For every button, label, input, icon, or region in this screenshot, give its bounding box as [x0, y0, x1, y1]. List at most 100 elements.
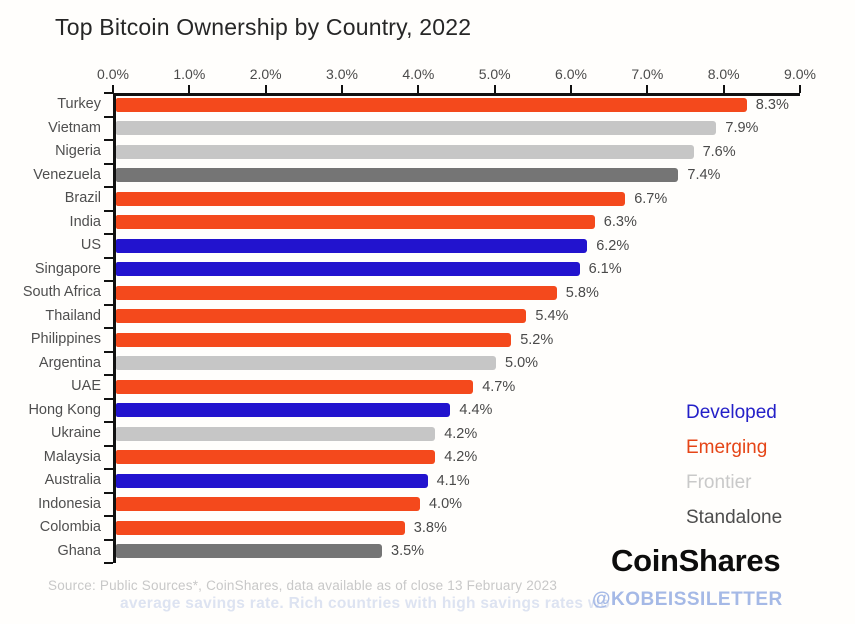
bar-row: 7.9% — [116, 117, 800, 141]
bar — [116, 191, 626, 206]
value-label: 5.4% — [535, 308, 569, 325]
y-tick-mark — [104, 92, 113, 94]
bar-row: 5.8% — [116, 281, 800, 305]
value-label: 4.2% — [444, 449, 478, 466]
y-tick-mark — [104, 115, 113, 118]
bar — [116, 168, 679, 183]
y-tick-mark — [104, 162, 113, 165]
legend-item-frontier: Frontier — [686, 472, 752, 493]
x-tick-mark — [341, 85, 343, 93]
coinshares-logo: CoinShares — [611, 543, 781, 578]
bar — [116, 403, 451, 418]
x-tick-mark — [493, 85, 496, 93]
bar-row: 4.2% — [116, 422, 800, 446]
category-label: UAE — [71, 378, 101, 394]
value-label: 8.3% — [755, 96, 789, 113]
value-label: 4.1% — [436, 472, 470, 489]
x-tick-mark — [570, 85, 572, 93]
bar — [116, 520, 405, 535]
bar — [116, 215, 595, 230]
x-tick-mark — [264, 85, 267, 93]
legend-item-developed: Developed — [686, 402, 777, 423]
category-label: Argentina — [38, 354, 101, 371]
bar-row: 6.3% — [116, 211, 800, 235]
y-tick-mark — [104, 491, 113, 494]
bar-row: 8.3% — [116, 93, 800, 117]
bar — [116, 262, 580, 277]
y-tick-mark — [104, 421, 113, 423]
twitter-handle: @KOBEISSILETTER — [592, 589, 783, 610]
category-label: Ghana — [57, 542, 101, 559]
value-label: 4.0% — [428, 496, 463, 513]
x-tick-label: 0.0% — [97, 66, 129, 82]
bar — [116, 121, 717, 136]
y-tick-mark — [104, 515, 113, 517]
bar-row: 7.6% — [116, 140, 800, 164]
x-tick-label: 8.0% — [707, 66, 740, 82]
bar-row: 4.7% — [116, 375, 800, 399]
x-tick-label: 5.0% — [478, 66, 511, 82]
category-label: Malaysia — [43, 448, 101, 465]
category-label: Colombia — [39, 519, 101, 535]
category-label: Nigeria — [55, 143, 101, 159]
x-tick-mark — [417, 85, 420, 93]
category-label: Thailand — [45, 307, 101, 324]
y-tick-mark — [104, 397, 113, 400]
category-label: Australia — [44, 472, 101, 488]
legend: Developed Emerging Frontier Standalone — [686, 402, 782, 542]
category-label: Venezuela — [33, 166, 101, 183]
bar — [116, 379, 474, 394]
x-tick-mark — [188, 85, 191, 93]
bar-row: 4.0% — [116, 493, 800, 517]
bar-row: 3.8% — [116, 516, 800, 540]
category-label: Hong Kong — [28, 401, 101, 418]
chart-title: Top Bitcoin Ownership by Country, 2022 — [55, 14, 472, 40]
bar-row: 6.2% — [116, 234, 800, 258]
value-label: 7.4% — [687, 167, 721, 184]
value-label: 5.0% — [505, 355, 539, 372]
y-tick-mark — [104, 374, 113, 376]
x-tick-label: 3.0% — [326, 66, 358, 82]
y-tick-mark — [104, 209, 113, 212]
y-tick-mark — [104, 468, 113, 470]
plot-area: 8.3% 7.9% 7.6% 7.4% 6.7% 6.3% 6.2% 6.1% 5.8% 5.4%… — [104, 85, 801, 564]
bar-row: 7.4% — [116, 164, 800, 188]
value-label: 3.8% — [413, 519, 447, 536]
value-label: 3.5% — [391, 543, 425, 560]
x-axis-tick-labels: 0.0% 1.0% 2.0% 3.0% 4.0% 5.0% 6.0% 7.0% 8.0% 9.0% — [97, 66, 816, 84]
bar — [116, 285, 557, 300]
x-tick-label: 6.0% — [555, 66, 587, 82]
value-label: 6.1% — [588, 261, 622, 278]
x-tick-mark — [112, 85, 114, 93]
y-tick-mark — [104, 233, 113, 235]
value-label: 5.2% — [520, 331, 554, 348]
bar-row: 3.5% — [116, 540, 800, 564]
bar — [116, 450, 436, 465]
y-tick-mark — [104, 562, 113, 564]
x-tick-label: 2.0% — [249, 66, 282, 82]
source-note: Source: Public Sources*, CoinShares, dat… — [48, 578, 558, 593]
bar-row: 5.0% — [116, 352, 800, 376]
category-label: South Africa — [22, 284, 101, 300]
category-label: Turkey — [57, 96, 101, 112]
x-tick-label: 7.0% — [631, 66, 664, 82]
bar — [116, 97, 747, 112]
y-tick-mark — [104, 444, 113, 447]
x-axis-line — [113, 93, 800, 96]
bar — [116, 238, 588, 253]
bar-row: 6.7% — [116, 187, 800, 211]
bar — [116, 356, 496, 371]
x-tick-label: 9.0% — [784, 66, 816, 82]
bar-row: 4.2% — [116, 446, 800, 470]
category-label: Singapore — [34, 260, 101, 277]
value-label: 6.7% — [634, 190, 668, 207]
y-axis-line — [113, 93, 116, 563]
y-tick-mark — [104, 327, 113, 329]
bar — [116, 544, 382, 559]
x-tick-mark — [722, 85, 725, 93]
x-tick-label: 4.0% — [402, 66, 435, 82]
legend-item-standalone: Standalone — [686, 507, 783, 528]
x-tick-mark — [799, 85, 801, 93]
bar — [116, 144, 694, 159]
